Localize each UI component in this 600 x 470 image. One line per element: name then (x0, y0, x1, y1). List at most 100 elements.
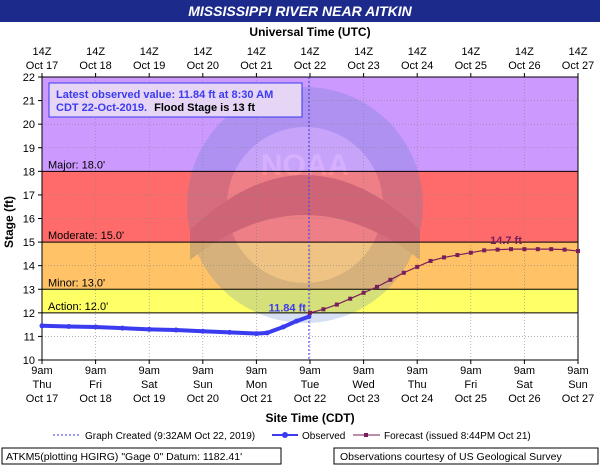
flood-band-action (42, 289, 578, 313)
bottom-tick-label: Thu (33, 379, 52, 391)
top-tick-label: 14Z (354, 46, 373, 58)
y-tick-label: 15 (23, 237, 35, 249)
bottom-tick-label: Oct 21 (240, 393, 272, 405)
series-layer: 11.84 ft 14.7 ft (39, 77, 580, 360)
top-tick-label: Oct 17 (26, 60, 58, 72)
top-axis: 14Z Oct 17 14Z Oct 18 14Z Oct 19 14Z Oct 20 14Z O… (26, 46, 594, 77)
legend-observed-marker (282, 432, 288, 438)
bottom-tick-label: 9am (192, 365, 213, 377)
y-tick-label: 21 (23, 96, 35, 108)
forecast-point (334, 302, 339, 307)
bottom-tick-label: Oct 22 (294, 393, 326, 405)
observed-point (93, 324, 99, 330)
observed-annotation: 11.84 ft (269, 303, 307, 315)
latest-value-box: Latest observed value: 11.84 ft at 8:30 … (48, 82, 303, 118)
legend-forecast-marker (364, 433, 368, 437)
top-tick-label: 14Z (193, 46, 212, 58)
top-tick-label: Oct 25 (455, 60, 487, 72)
observed-point (173, 327, 179, 333)
footer-credit: Observations courtesy of US Geological S… (340, 451, 563, 463)
bottom-tick-label: 9am (31, 365, 52, 377)
top-tick-label: Oct 24 (401, 60, 433, 72)
legend-graph-created: Graph Created (9:32AM Oct 22, 2019) (85, 431, 255, 442)
bottom-axis-title: Site Time (CDT) (265, 411, 354, 425)
y-tick-label: 11 (24, 331, 35, 343)
observed-point (66, 324, 72, 330)
forecast-point (482, 248, 487, 253)
forecast-point (428, 258, 433, 263)
top-tick-label: 14Z (569, 46, 588, 58)
top-tick-label: 14Z (301, 46, 320, 58)
bottom-tick-label: 9am (246, 365, 267, 377)
forecast-point (348, 296, 353, 301)
y-axis: 10 11 12 13 14 15 16 17 18 19 20 21 22 (23, 72, 42, 367)
forecast-point (576, 249, 580, 254)
bottom-tick-label: Fri (464, 379, 477, 391)
title-bar (0, 0, 600, 22)
top-tick-label: 14Z (33, 46, 52, 58)
bottom-tick-label: Oct 18 (79, 393, 111, 405)
bottom-tick-label: Sat (516, 379, 533, 391)
top-tick-label: 14Z (140, 46, 159, 58)
forecast-point (509, 247, 513, 252)
bottom-tick-label: Thu (408, 379, 427, 391)
bottom-tick-label: Fri (89, 379, 102, 391)
bottom-tick-label: Wed (352, 379, 374, 391)
bottom-tick-label: Oct 19 (133, 393, 165, 405)
bottom-tick-label: Oct 20 (187, 393, 219, 405)
y-tick-label: 18 (23, 166, 35, 178)
top-tick-label: Oct 23 (347, 60, 379, 72)
observed-point (227, 329, 233, 335)
forecast-point (321, 307, 326, 312)
y-tick-label: 19 (23, 143, 35, 155)
flood-stage-note: Flood Stage is 13 ft (154, 102, 255, 114)
bottom-tick-label: 9am (85, 365, 106, 377)
latest-value-date: CDT 22-Oct-2019. (56, 102, 147, 114)
flood-band-label: Major: 18.0' (48, 159, 105, 171)
y-tick-label: 10 (23, 355, 35, 367)
bottom-tick-label: Oct 27 (562, 393, 594, 405)
bottom-tick-label: Oct 26 (508, 393, 540, 405)
forecast-point (535, 247, 540, 252)
forecast-annotation: 14.7 ft (490, 235, 522, 247)
forecast-point (549, 247, 554, 252)
top-tick-label: 14Z (515, 46, 534, 58)
legend-observed: Observed (302, 431, 345, 442)
forecast-point (361, 290, 366, 295)
latest-value-line2: CDT 22-Oct-2019. Flood Stage is 13 ft (56, 102, 255, 114)
bottom-tick-label: Oct 17 (26, 393, 58, 405)
observed-point (146, 326, 152, 332)
forecast-point (455, 253, 460, 258)
bottom-tick-label: Tue (301, 379, 320, 391)
observed-point (39, 323, 45, 329)
bottom-tick-label: Sun (568, 379, 588, 391)
forecast-point (495, 247, 500, 252)
top-tick-label: 14Z (461, 46, 480, 58)
observed-point (306, 314, 312, 320)
top-tick-label: 14Z (86, 46, 105, 58)
top-tick-label: Oct 27 (562, 60, 594, 72)
bottom-tick-label: 9am (567, 365, 588, 377)
forecast-point (308, 310, 312, 315)
observed-point (119, 325, 125, 331)
bottom-tick-label: Mon (246, 379, 267, 391)
top-tick-label: Oct 21 (240, 60, 272, 72)
y-tick-label: 14 (23, 261, 35, 273)
bottom-tick-label: 9am (406, 365, 427, 377)
top-tick-label: Oct 20 (187, 60, 219, 72)
top-axis-title: Universal Time (UTC) (249, 25, 370, 39)
footer-datum: ATKM5(plotting HGIRG) "Gage 0" Datum: 11… (6, 451, 242, 463)
bottom-tick-label: Sat (141, 379, 158, 391)
y-tick-label: 12 (23, 308, 35, 320)
forecast-point (415, 264, 420, 269)
bottom-tick-label: Sun (193, 379, 213, 391)
legend: Graph Created (9:32AM Oct 22, 2019) Obse… (53, 431, 531, 442)
top-tick-label: Oct 18 (79, 60, 111, 72)
forecast-point (468, 250, 473, 255)
flood-band-label: Minor: 13.0' (48, 277, 105, 289)
bottom-tick-label: 9am (299, 365, 320, 377)
top-tick-label: 14Z (247, 46, 266, 58)
y-tick-label: 17 (23, 190, 35, 202)
